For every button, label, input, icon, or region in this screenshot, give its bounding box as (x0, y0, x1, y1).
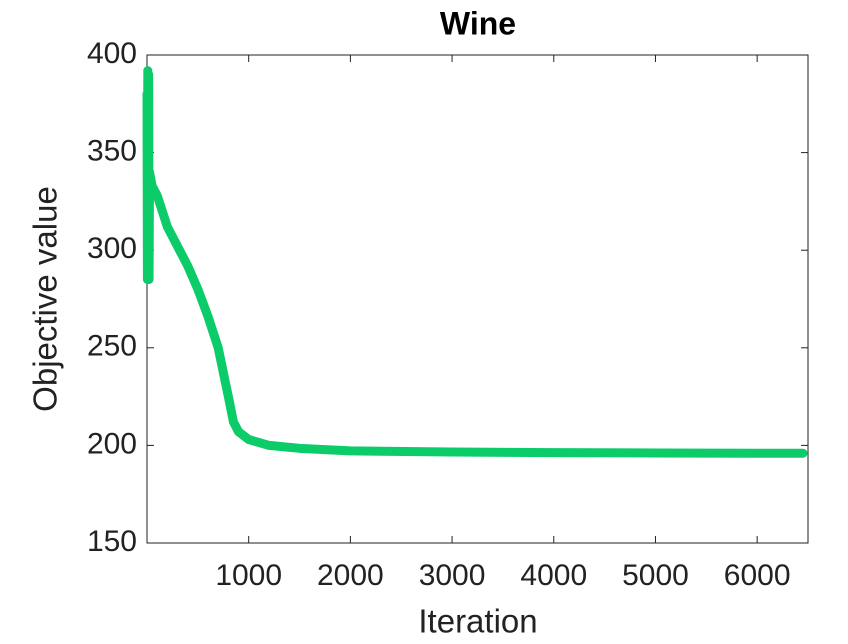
y-tick-label: 350 (87, 135, 137, 168)
x-tick-label: 2000 (317, 559, 384, 592)
y-axis-label: Objective value (27, 186, 64, 412)
y-tick-label: 150 (87, 525, 137, 558)
y-tick-label: 200 (87, 427, 137, 460)
y-tick-label: 300 (87, 232, 137, 265)
x-tick-label: 6000 (724, 559, 791, 592)
y-tick-label: 400 (87, 37, 137, 70)
x-tick-label: 3000 (419, 559, 486, 592)
y-tick-label: 250 (87, 330, 137, 363)
x-tick-label: 5000 (622, 559, 689, 592)
plot-frame (146, 54, 809, 544)
x-tick-label: 4000 (520, 559, 587, 592)
data-line (142, 66, 808, 458)
x-axis-label: Iteration (418, 603, 537, 640)
x-tick-label: 1000 (215, 559, 282, 592)
chart-title: Wine (440, 5, 516, 41)
